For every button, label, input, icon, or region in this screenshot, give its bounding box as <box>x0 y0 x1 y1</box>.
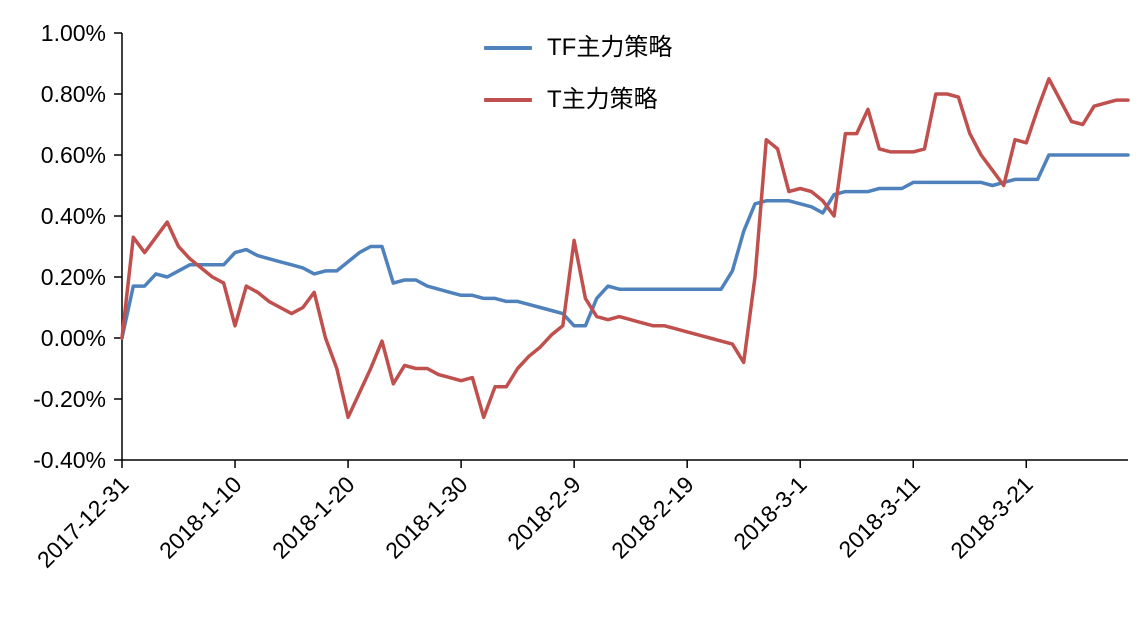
x-axis-label: 2018-2-19 <box>606 471 699 564</box>
y-axis-label: 0.40% <box>41 203 106 229</box>
y-axis-label: 0.60% <box>41 142 106 168</box>
x-axis-label: 2018-3-11 <box>833 471 924 562</box>
tf-line-swatch <box>484 46 532 50</box>
legend-label-t: T主力策略 <box>547 86 658 113</box>
x-axis-label: 2018-1-20 <box>267 471 360 564</box>
x-axis-label: 2017-12-31 <box>32 471 134 573</box>
x-axis-label: 2018-3-21 <box>945 471 1038 564</box>
series-line-1 <box>120 77 1130 420</box>
x-axis-label: 2018-1-10 <box>154 471 247 564</box>
y-axis-label: 0.80% <box>41 81 106 107</box>
legend-label-tf: TF主力策略 <box>547 34 673 61</box>
x-axis-label: 2018-2-9 <box>502 471 585 554</box>
legend-item-tf: TF主力策略 <box>484 30 672 66</box>
series-line-0 <box>120 153 1130 340</box>
legend: TF主力策略 T主力策略 <box>484 30 672 118</box>
y-axis-label: 1.00% <box>41 20 106 46</box>
y-axis-label: 0.00% <box>41 325 106 351</box>
t-line-swatch <box>484 98 532 102</box>
y-axis-label: -0.20% <box>33 386 106 412</box>
legend-item-t: T主力策略 <box>484 82 672 118</box>
x-axis-label: 2018-1-30 <box>380 471 473 564</box>
x-axis-label: 2018-3-1 <box>728 471 811 554</box>
y-axis-label: 0.20% <box>41 264 106 290</box>
y-axis-label: -0.40% <box>33 447 106 473</box>
